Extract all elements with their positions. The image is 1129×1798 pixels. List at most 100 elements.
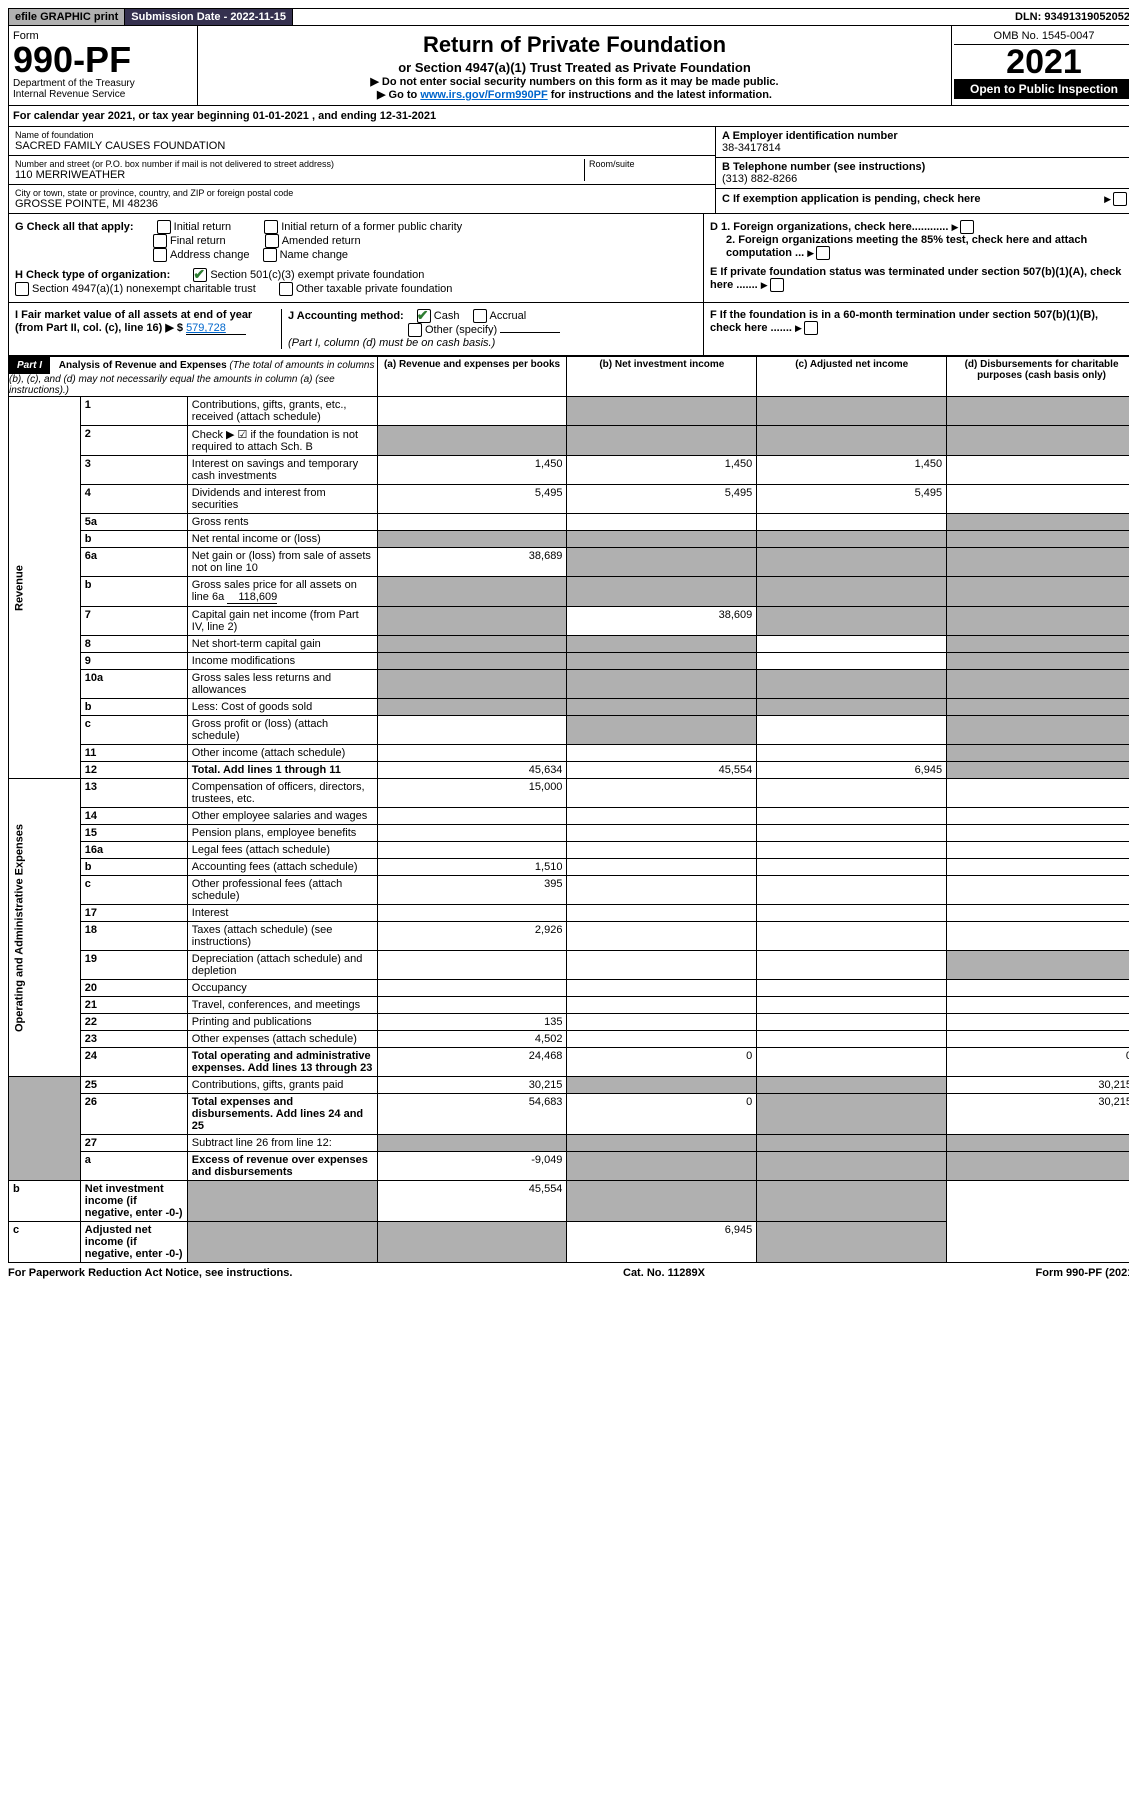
cell-col-b — [567, 699, 757, 716]
dln: DLN: 93491319052052 — [1009, 9, 1129, 25]
fmv-value[interactable]: 579,728 — [186, 322, 246, 335]
g-name-checkbox[interactable] — [263, 248, 277, 262]
table-row: 26Total expenses and disbursements. Add … — [9, 1094, 1129, 1135]
table-row: 11Other income (attach schedule) — [9, 745, 1129, 762]
cell-col-b: 0 — [567, 1094, 757, 1135]
cell-col-c — [757, 531, 947, 548]
cell-col-c — [757, 1077, 947, 1094]
form-number: 990-PF — [13, 42, 193, 78]
cell-col-d — [947, 762, 1129, 779]
cell-col-b: 38,609 — [567, 607, 757, 636]
line-number: 9 — [80, 653, 187, 670]
g-final-checkbox[interactable] — [153, 234, 167, 248]
c-checkbox[interactable] — [1113, 192, 1127, 206]
d1-checkbox[interactable] — [960, 220, 974, 234]
g-initial-checkbox[interactable] — [157, 220, 171, 234]
cell-col-a: -9,049 — [377, 1152, 567, 1181]
line-number: 17 — [80, 905, 187, 922]
cell-col-c — [757, 670, 947, 699]
cell-col-c — [757, 653, 947, 670]
cell-col-a — [377, 905, 567, 922]
e-checkbox[interactable] — [770, 278, 784, 292]
h-section: H Check type of organization: Section 50… — [15, 268, 697, 296]
cell-col-a: 1,510 — [377, 859, 567, 876]
h-501c3-checkbox[interactable] — [193, 268, 207, 282]
cell-col-c — [757, 397, 947, 426]
line-number: 10a — [80, 670, 187, 699]
line-description: Gross sales less returns and allowances — [187, 670, 377, 699]
cell-col-a — [377, 1135, 567, 1152]
cell-col-b: 45,554 — [567, 762, 757, 779]
cell-col-d — [947, 699, 1129, 716]
line-number: 15 — [80, 825, 187, 842]
j-other-checkbox[interactable] — [408, 323, 422, 337]
table-row: 21Travel, conferences, and meetings — [9, 997, 1129, 1014]
cell-col-b: 45,554 — [377, 1181, 567, 1222]
cell-col-d — [947, 1031, 1129, 1048]
cell-col-b — [567, 531, 757, 548]
cell-col-a: 38,689 — [377, 548, 567, 577]
line-description: Depreciation (attach schedule) and deple… — [187, 951, 377, 980]
ein-value: 38-3417814 — [722, 142, 1129, 154]
h-4947-checkbox[interactable] — [15, 282, 29, 296]
open-to-public: Open to Public Inspection — [954, 79, 1129, 99]
line-description: Less: Cost of goods sold — [187, 699, 377, 716]
cell-col-b — [567, 922, 757, 951]
addr-label: Number and street (or P.O. box number if… — [15, 159, 584, 169]
c-label: C If exemption application is pending, c… — [722, 193, 1104, 205]
cell-col-a: 5,495 — [377, 485, 567, 514]
line-number: 3 — [80, 456, 187, 485]
irs-label: Internal Revenue Service — [13, 89, 193, 100]
table-row: 8Net short-term capital gain — [9, 636, 1129, 653]
cell-col-c — [757, 1152, 947, 1181]
line-description: Gross profit or (loss) (attach schedule) — [187, 716, 377, 745]
cell-col-d — [947, 514, 1129, 531]
cell-col-c — [757, 1031, 947, 1048]
line-number: 25 — [80, 1077, 187, 1094]
cell-col-b — [567, 1135, 757, 1152]
g-address-checkbox[interactable] — [153, 248, 167, 262]
page-footer: For Paperwork Reduction Act Notice, see … — [8, 1263, 1129, 1283]
cell-col-b — [567, 980, 757, 997]
line-number: 18 — [80, 922, 187, 951]
line-description: Dividends and interest from securities — [187, 485, 377, 514]
cell-col-b — [567, 548, 757, 577]
cell-col-c — [757, 1014, 947, 1031]
line-number: b — [80, 859, 187, 876]
h-other-checkbox[interactable] — [279, 282, 293, 296]
cell-col-c — [757, 876, 947, 905]
cell-col-d — [947, 607, 1129, 636]
irs-link[interactable]: www.irs.gov/Form990PF — [420, 89, 547, 101]
j-accrual-checkbox[interactable] — [473, 309, 487, 323]
line-number: 13 — [80, 779, 187, 808]
cell-col-d — [947, 876, 1129, 905]
cell-col-d — [947, 980, 1129, 997]
table-row: 17Interest — [9, 905, 1129, 922]
line-description: Income modifications — [187, 653, 377, 670]
line-number: 8 — [80, 636, 187, 653]
line-description: Capital gain net income (from Part IV, l… — [187, 607, 377, 636]
f-checkbox[interactable] — [804, 321, 818, 335]
cell-col-a: 395 — [377, 876, 567, 905]
cell-col-c — [757, 997, 947, 1014]
table-row: 2Check ▶ ☑ if the foundation is not requ… — [9, 426, 1129, 456]
line-description: Net rental income or (loss) — [187, 531, 377, 548]
table-row: 9Income modifications — [9, 653, 1129, 670]
table-row: 7Capital gain net income (from Part IV, … — [9, 607, 1129, 636]
line-description: Other professional fees (attach schedule… — [187, 876, 377, 905]
cell-col-d — [947, 653, 1129, 670]
cell-col-b — [567, 842, 757, 859]
part1-badge: Part I — [9, 357, 50, 374]
g-former-checkbox[interactable] — [264, 220, 278, 234]
j-cash-checkbox[interactable] — [417, 309, 431, 323]
line-description: Contributions, gifts, grants, etc., rece… — [187, 397, 377, 426]
table-row: Operating and Administrative Expenses13C… — [9, 779, 1129, 808]
g-amended-checkbox[interactable] — [265, 234, 279, 248]
cell-col-a: 45,634 — [377, 762, 567, 779]
cell-col-b — [567, 951, 757, 980]
cell-col-c — [757, 842, 947, 859]
cell-col-c — [757, 905, 947, 922]
cell-col-b: 0 — [567, 1048, 757, 1077]
d2-checkbox[interactable] — [816, 246, 830, 260]
cell-col-c: 5,495 — [757, 485, 947, 514]
